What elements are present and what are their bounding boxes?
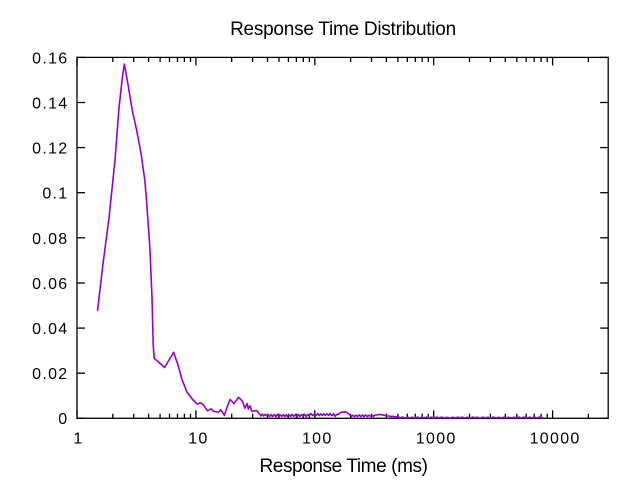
svg-text:1000: 1000 — [416, 431, 457, 448]
svg-text:0.12: 0.12 — [32, 141, 68, 158]
svg-text:1: 1 — [73, 431, 83, 448]
svg-text:0.04: 0.04 — [32, 321, 68, 338]
svg-text:0.16: 0.16 — [32, 50, 68, 67]
svg-text:0.02: 0.02 — [32, 366, 68, 383]
svg-text:0.1: 0.1 — [42, 186, 68, 203]
svg-text:10: 10 — [188, 431, 208, 448]
svg-text:Response Time Distribution: Response Time Distribution — [230, 19, 456, 40]
svg-text:Response Time (ms): Response Time (ms) — [259, 456, 427, 477]
svg-text:0.08: 0.08 — [32, 231, 68, 248]
svg-text:0.06: 0.06 — [32, 276, 68, 293]
svg-text:0: 0 — [58, 411, 68, 428]
svg-text:100: 100 — [302, 431, 333, 448]
svg-text:10000: 10000 — [530, 431, 581, 448]
svg-text:0.14: 0.14 — [32, 95, 68, 112]
